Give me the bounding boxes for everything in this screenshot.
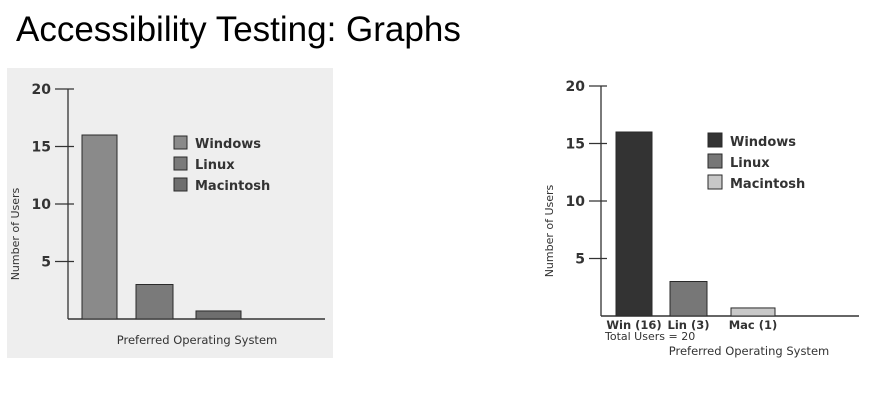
y-tick-label: 20 bbox=[566, 79, 586, 95]
y-tick-label: 5 bbox=[575, 252, 585, 268]
bar-macintosh bbox=[730, 307, 776, 317]
legend-swatch-windows bbox=[707, 132, 723, 148]
total-users-note: Total Users = 20 bbox=[604, 330, 695, 343]
y-tick-label: 15 bbox=[32, 140, 51, 156]
category-label: Mac (1) bbox=[729, 318, 778, 332]
y-tick-label: 20 bbox=[32, 82, 52, 98]
slide-title: Accessibility Testing: Graphs bbox=[16, 10, 461, 49]
x-axis-title: Preferred Operating System bbox=[669, 344, 829, 358]
bar-linux bbox=[135, 284, 174, 320]
legend-swatch-linux bbox=[707, 153, 723, 169]
y-tick-label: 5 bbox=[41, 255, 51, 271]
category-label: Win (16) bbox=[606, 318, 661, 332]
y-axis-title: Number of Users bbox=[9, 187, 22, 280]
legend-swatch-macintosh bbox=[707, 174, 723, 190]
legend-label-windows: Windows bbox=[195, 137, 261, 152]
bar-windows bbox=[615, 131, 653, 317]
bar-chart-grayscale-similar: 5 10 15 20 Windows Linux Macintosh Number of Us… bbox=[7, 68, 333, 358]
bar-macintosh bbox=[195, 310, 242, 320]
legend-swatch-windows bbox=[173, 135, 188, 150]
y-tick-label: 10 bbox=[566, 194, 586, 210]
legend-label-windows: Windows bbox=[730, 135, 796, 150]
y-tick-label: 10 bbox=[32, 197, 52, 213]
bar-chart-left-svg: 5 10 15 20 Windows Linux Macintosh Number of Us… bbox=[9, 82, 325, 347]
legend-swatch-macintosh bbox=[173, 177, 188, 192]
x-axis-title: Preferred Operating System bbox=[117, 333, 277, 347]
legend-label-macintosh: Macintosh bbox=[195, 179, 270, 194]
legend-label-macintosh: Macintosh bbox=[730, 177, 805, 192]
bar-chart-right-svg: 5 10 15 20 Win (16) Lin (3) Mac (1) Total Users… bbox=[543, 79, 859, 358]
y-tick-label: 15 bbox=[566, 137, 585, 153]
bar-linux bbox=[669, 281, 708, 317]
y-axis-title: Number of Users bbox=[543, 184, 556, 277]
bar-chart-high-contrast: 5 10 15 20 Win (16) Lin (3) Mac (1) Total Users… bbox=[537, 68, 867, 368]
bar-windows bbox=[81, 134, 118, 320]
legend-label-linux: Linux bbox=[730, 156, 770, 171]
legend-swatch-linux bbox=[173, 156, 188, 171]
category-label: Lin (3) bbox=[668, 318, 710, 332]
legend-label-linux: Linux bbox=[195, 158, 235, 173]
